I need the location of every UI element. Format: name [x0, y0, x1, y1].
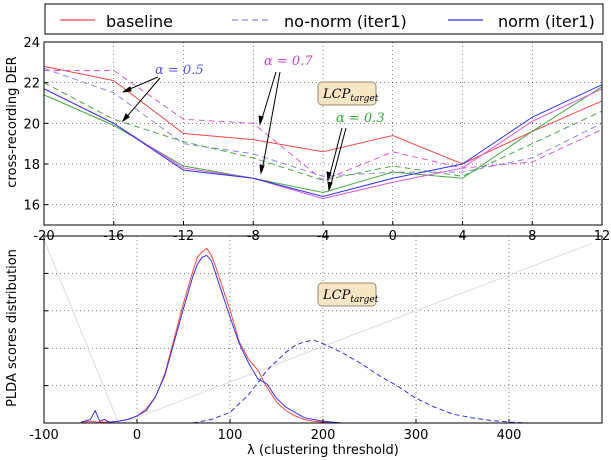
- bottom-x-tick-label: 0: [133, 428, 141, 443]
- bottom-series-line-1: [81, 254, 342, 424]
- top-series-line-2: [44, 69, 603, 181]
- bottom-series-group: [43, 239, 593, 424]
- lcp-main-top: LCP: [322, 87, 351, 102]
- lcp-target-frame-bottom: [317, 282, 377, 307]
- lcp-target-frame-top: [317, 81, 377, 106]
- bottom-x-tick-label: 100: [218, 428, 243, 443]
- arrowhead-a05-2: [121, 113, 130, 123]
- legend: baseline no-norm (iter1) norm (iter1): [44, 3, 604, 35]
- top-y-tick-label: 20: [23, 117, 40, 132]
- annotation-alpha-03: α = 0.3: [336, 111, 385, 126]
- lcp-sub-top: target: [350, 94, 378, 104]
- bottom-x-tick-label: 400: [497, 428, 522, 443]
- top-series-line-6: [43, 84, 603, 198]
- legend-label-baseline: baseline: [106, 12, 173, 31]
- lcp-target-box-bottom: LCPtarget: [317, 282, 379, 307]
- top-series-line-3: [43, 82, 603, 181]
- annotation-arrows: [121, 71, 347, 192]
- bottom-x-axis-label: λ (clustering threshold): [247, 443, 399, 458]
- bottom-series-line-4: [122, 242, 593, 424]
- top-series-line-0: [43, 65, 603, 165]
- bottom-series-line-3: [43, 239, 119, 424]
- legend-label-no-norm: no-norm (iter1): [284, 12, 407, 31]
- arrowhead-a07-1: [258, 115, 264, 126]
- bottom-x-tick-label: 200: [311, 428, 336, 443]
- bottom-ticks: -100 0 100 200 300 400: [29, 272, 522, 443]
- lcp-sub-bottom: target: [350, 295, 378, 305]
- legend-frame: [44, 3, 604, 35]
- top-series-line-5: [43, 88, 603, 200]
- top-y-axis-label: cross-recording DER: [5, 56, 20, 187]
- top-series-group: [43, 65, 603, 200]
- bottom-series-line-0: [81, 247, 342, 424]
- bottom-series-line-2: [192, 339, 528, 424]
- arrow-a05-2: [123, 77, 161, 121]
- top-chart: cross-recording DER -20 -16 -12 -8 -4 0 4 8 1216…: [5, 36, 610, 244]
- arrow-a03-2: [329, 127, 347, 189]
- top-series-line-1: [43, 67, 603, 177]
- arrow-a07-2: [261, 71, 281, 172]
- lcp-main-bottom: LCP: [322, 288, 351, 303]
- arrow-a07-1: [260, 71, 277, 123]
- lcp-target-box-top: LCPtarget: [317, 81, 379, 106]
- top-y-tick-label: 22: [23, 77, 40, 92]
- lcp-target-text-bottom: LCPtarget: [322, 288, 379, 305]
- top-y-tick-label: 16: [23, 199, 40, 214]
- top-y-tick-label: 18: [23, 158, 40, 173]
- lcp-target-text-top: LCPtarget: [322, 87, 379, 104]
- bottom-y-axis-label: PLDA scores distribution: [5, 249, 20, 407]
- arrowhead-a03-1: [326, 171, 332, 182]
- arrowhead-a05-1: [122, 86, 132, 93]
- bottom-x-tick-label: -100: [29, 428, 59, 443]
- legend-label-norm: norm (iter1): [498, 12, 595, 31]
- top-y-tick-label: 24: [23, 36, 40, 51]
- annotation-alpha-07: α = 0.7: [264, 54, 313, 69]
- bottom-x-tick-label: 300: [404, 428, 429, 443]
- bottom-chart: PLDA scores distribution -100 0 100 200 300 4…: [5, 235, 603, 458]
- arrow-a03-1: [328, 127, 343, 179]
- annotation-alpha-05: α = 0.5: [155, 63, 204, 78]
- arrowhead-a07-2: [259, 164, 265, 175]
- arrowhead-a03-2: [327, 181, 333, 192]
- bottom-grid: [43, 236, 602, 423]
